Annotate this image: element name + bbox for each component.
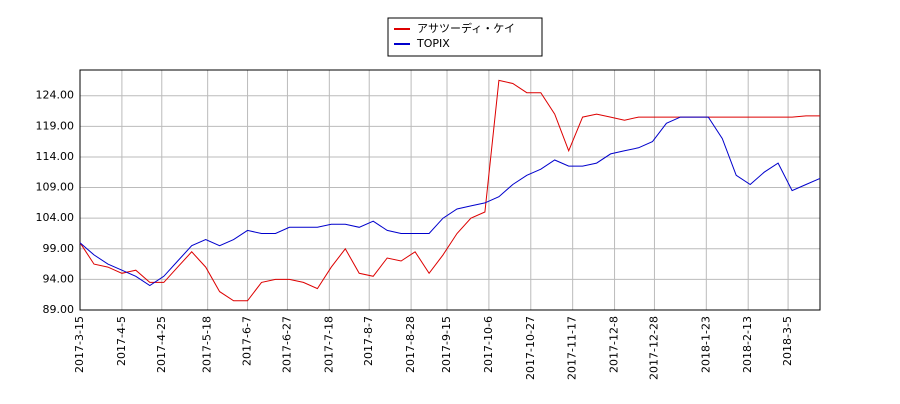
y-tick-label: 124.00 (36, 89, 75, 102)
y-tick-label: 119.00 (36, 119, 75, 132)
x-tick-label: 2017-7-18 (322, 316, 335, 373)
y-tick-label: 114.00 (36, 150, 75, 163)
y-tick-label: 104.00 (36, 211, 75, 224)
y-tick-label: 94.00 (43, 272, 75, 285)
x-tick-label: 2017-9-15 (440, 316, 453, 373)
x-tick-label: 2017-4-25 (155, 316, 168, 373)
y-tick-label: 99.00 (43, 242, 75, 255)
y-tick-label: 109.00 (36, 181, 75, 194)
x-tick-label: 2017-5-18 (201, 316, 214, 373)
legend-box (387, 17, 543, 57)
x-tick-label: 2017-4-5 (115, 316, 128, 366)
legend-label: TOPIX (416, 37, 450, 50)
x-tick-label: 2017-6-7 (241, 316, 254, 366)
series-line (79, 79, 820, 302)
x-tick-label: 2017-10-27 (524, 316, 537, 380)
legend-label: アサツーディ・ケイ (417, 21, 515, 35)
y-tick-label: 89.00 (43, 303, 75, 316)
x-tick-label: 2018-2-13 (741, 316, 754, 373)
x-tick-label: 2018-3-5 (781, 316, 794, 366)
x-tick-label: 2017-6-27 (280, 316, 293, 373)
x-tick-label: 2017-8-7 (362, 316, 375, 366)
x-tick-label: 2017-12-8 (608, 316, 621, 373)
x-tick-label: 2017-8-28 (404, 316, 417, 373)
x-tick-label: 2018-1-23 (699, 316, 712, 373)
x-tick-label: 2017-3-15 (73, 316, 86, 373)
plot-frame (79, 69, 821, 311)
series-line (79, 116, 821, 287)
x-tick-label: 2017-11-17 (566, 316, 579, 380)
x-tick-label: 2017-10-6 (482, 316, 495, 373)
x-tick-label: 2017-12-28 (647, 316, 660, 380)
